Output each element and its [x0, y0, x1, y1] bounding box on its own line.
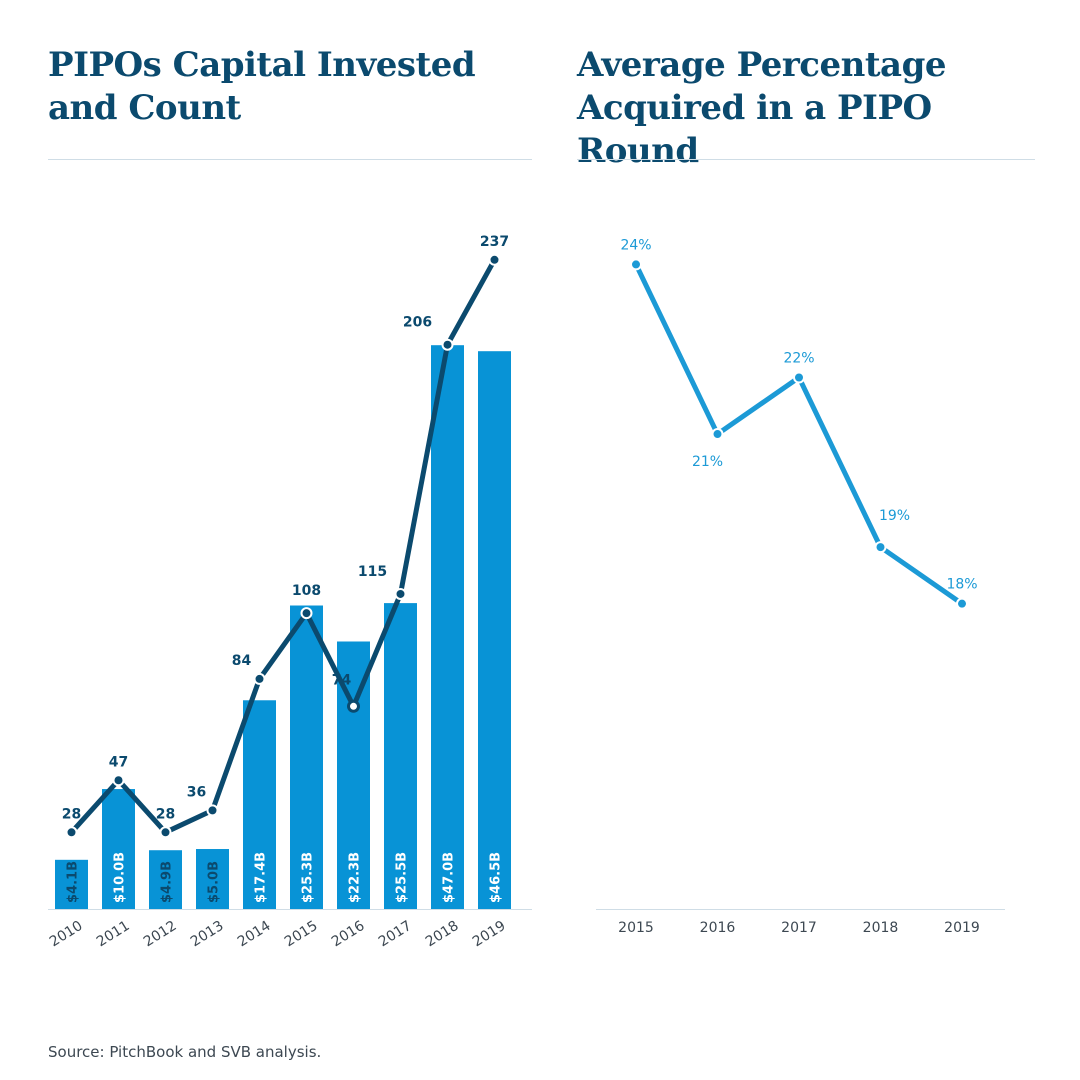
count-value-label-2013: 36	[187, 784, 206, 800]
chart-title-left-line-1: PIPOs Capital Invested	[48, 45, 476, 85]
count-value-label-2012: 28	[156, 806, 175, 822]
percentage-acquired-chart: 2015 2016 2017 2018 2019 24% 21% 22% 19% 18%	[596, 237, 1005, 936]
bar-value-label-2016: $22.3B	[348, 852, 363, 903]
bar-value-label-2015: $25.3B	[301, 852, 316, 903]
bar-value-label-2019: $46.5B	[489, 852, 504, 903]
count-value-label-2010: 28	[62, 806, 81, 822]
pct-point-2015	[630, 258, 642, 271]
pct-value-label-2016: 21%	[692, 454, 723, 470]
count-value-label-2017: 115	[358, 564, 387, 580]
count-point-2012	[159, 826, 172, 839]
pct-point-2017	[793, 371, 805, 384]
count-series-line	[69, 257, 497, 835]
bar-value-label-2017: $25.5B	[395, 852, 410, 903]
pct-x-tick-label-2019: 2019	[944, 920, 980, 936]
chart-title-right: Average Percentage Acquired in a PIPO Ro…	[577, 44, 1057, 173]
pct-point-2019	[956, 597, 968, 610]
count-value-label-2011: 47	[109, 754, 128, 770]
count-point-2016	[347, 699, 360, 713]
bar-2012	[149, 850, 182, 909]
bar-2015	[290, 605, 323, 909]
chart-title-right-line-1: Average Percentage	[577, 45, 946, 85]
bar-2011	[102, 789, 135, 909]
chart-title-left: PIPOs Capital Invested and Count	[48, 44, 538, 130]
count-point-2018	[441, 338, 454, 351]
bar-2013	[196, 849, 229, 909]
bar-value-label-2013: $5.0B	[207, 861, 222, 903]
chart-title-left-line-2: and Count	[48, 88, 241, 128]
bar-2019	[478, 351, 511, 909]
count-point-2015	[300, 607, 313, 620]
bar-value-label-2011: $10.0B	[113, 852, 128, 903]
count-point-2010	[65, 826, 78, 839]
pct-x-tick-label-2016: 2016	[700, 920, 736, 936]
bar-2017	[384, 603, 417, 909]
bar-value-label-2014: $17.4B	[254, 852, 269, 903]
count-point-2013	[206, 804, 219, 817]
bar-value-label-2010: $4.1B	[66, 861, 81, 903]
title-divider-left	[48, 159, 532, 160]
count-value-label-2015: 108	[292, 583, 321, 599]
count-point-2011	[112, 774, 125, 787]
count-point-2014	[253, 672, 266, 685]
capital-invested-count-chart: $4.1B2010$10.0B2011$4.9B2012$5.0B2013$17…	[47, 234, 532, 950]
bar-2018	[431, 345, 464, 909]
count-value-label-2016: 74	[332, 672, 352, 688]
count-point-2019	[488, 253, 501, 266]
pct-value-label-2018: 19%	[879, 508, 910, 524]
bar-2014	[243, 700, 276, 909]
pct-value-label-2017: 22%	[783, 350, 814, 366]
count-value-label-2019: 237	[480, 234, 509, 250]
pct-series-line	[633, 261, 965, 607]
title-divider-right	[577, 159, 1035, 160]
count-point-2017	[394, 587, 407, 600]
pct-point-2018	[874, 541, 887, 554]
pct-value-label-2015: 24%	[620, 237, 651, 253]
pct-point-2016	[711, 428, 724, 441]
bar-2010	[55, 859, 88, 909]
pct-x-tick-label-2017: 2017	[781, 920, 817, 936]
count-value-label-2018: 206	[403, 315, 432, 331]
pct-x-tick-label-2015: 2015	[618, 920, 654, 936]
source-note: Source: PitchBook and SVB analysis.	[48, 1043, 322, 1061]
bar-value-label-2018: $47.0B	[442, 852, 457, 903]
chart-title-right-line-2: Acquired in a PIPO Round	[577, 88, 932, 171]
bar-value-label-2012: $4.9B	[160, 861, 175, 903]
count-value-label-2014: 84	[232, 653, 252, 669]
pct-x-tick-label-2018: 2018	[863, 920, 899, 936]
pct-value-label-2019: 18%	[946, 577, 977, 593]
